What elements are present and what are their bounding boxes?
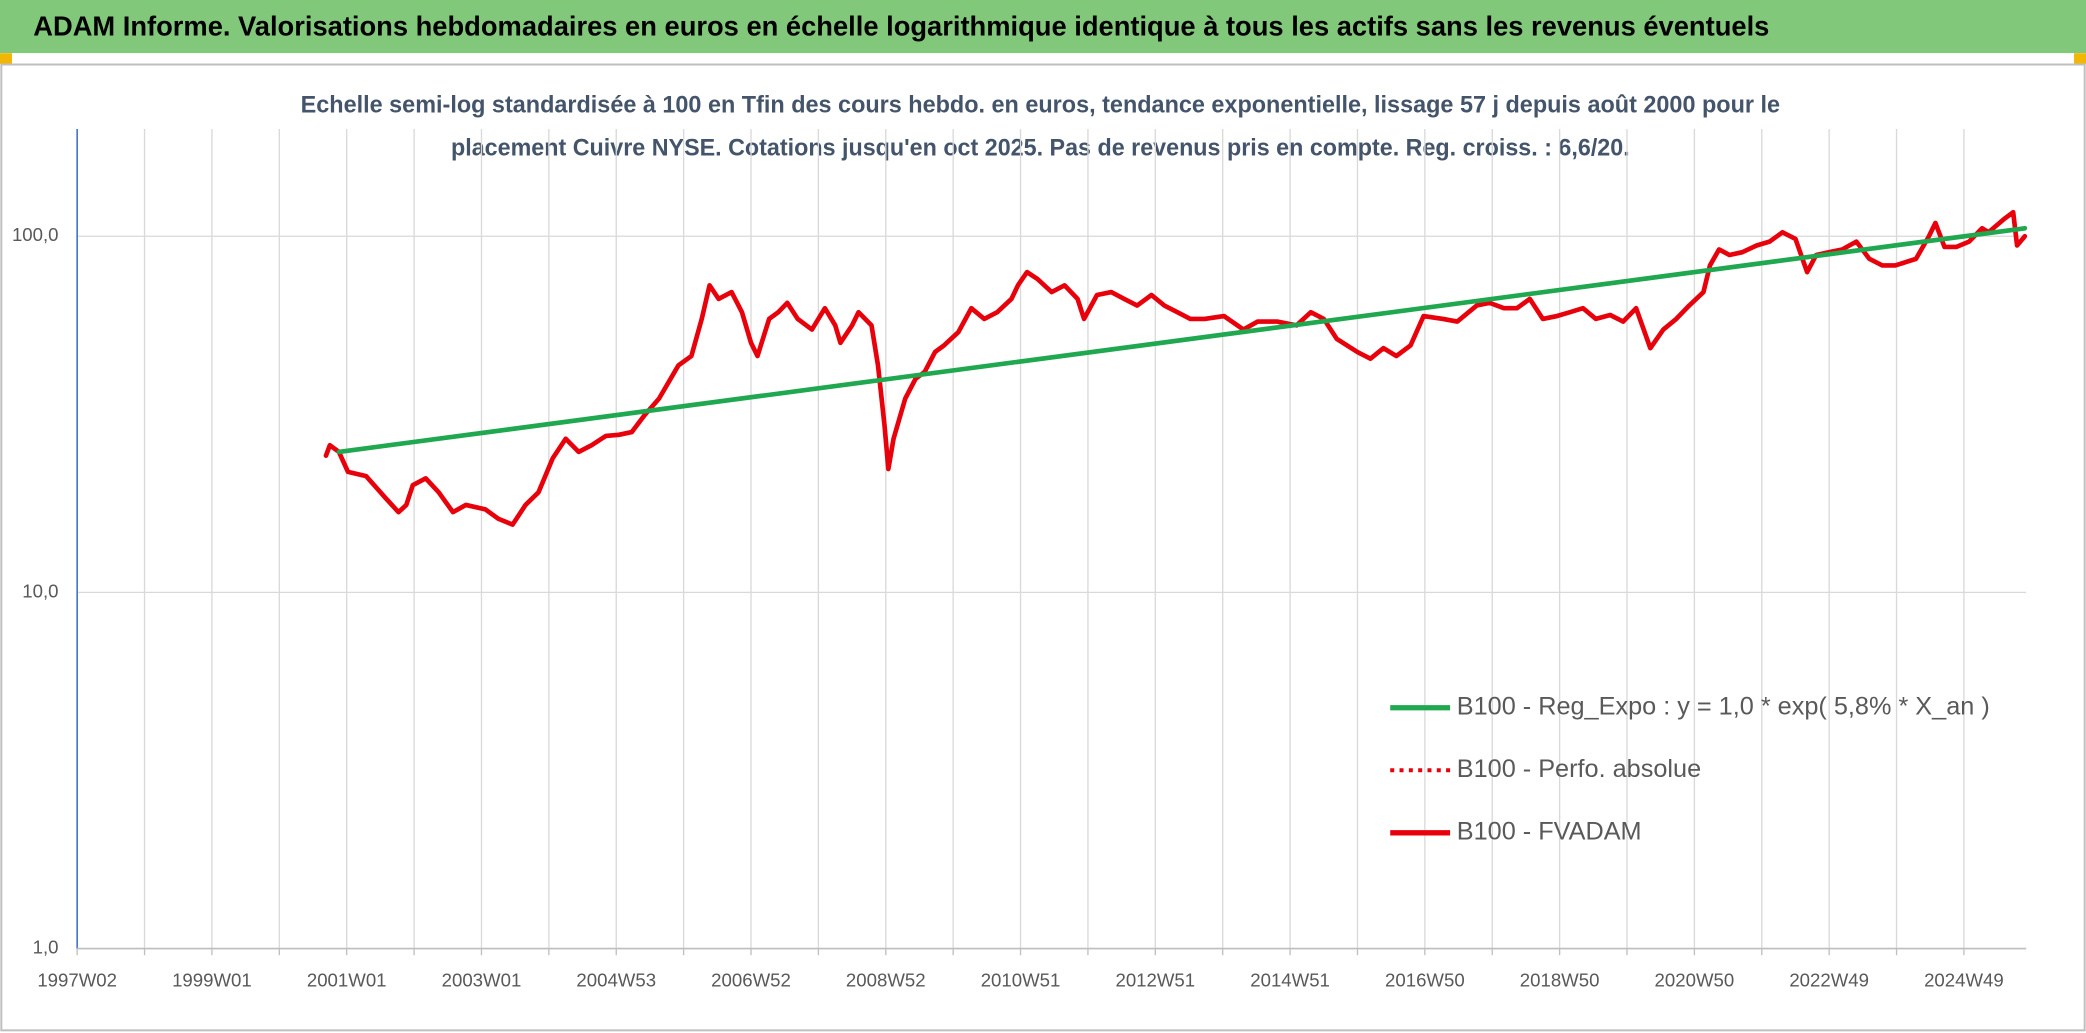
x-tick-label: 2004W53: [576, 970, 656, 991]
legend-label: B100 - Reg_Expo : y = 1,0 * exp( 5,8% * …: [1457, 692, 1990, 720]
x-tick-label: 2014W51: [1250, 970, 1330, 991]
legend-label: B100 - FVADAM: [1457, 817, 1642, 845]
x-tick-label: 2003W01: [442, 970, 522, 991]
x-tick-label: 2012W51: [1115, 970, 1195, 991]
x-tick-label: 2016W50: [1385, 970, 1465, 991]
y-tick-label: 1,0: [33, 936, 59, 957]
x-tick-label: 2018W50: [1520, 970, 1600, 991]
title-bar: [0, 0, 2086, 54]
chart-subtitle: Echelle semi-log standardisée à 100 en T…: [301, 92, 1780, 119]
series-line: [323, 209, 2028, 527]
x-tick-label: 2024W49: [1924, 970, 2004, 991]
x-tick-label: 2020W50: [1655, 970, 1735, 991]
series-line: [336, 225, 2028, 455]
chart-subtitle: placement Cuivre NYSE. Cotations jusqu'e…: [451, 134, 1630, 161]
title-gap: [0, 53, 2086, 64]
x-tick-label: 2006W52: [711, 970, 791, 991]
y-tick-label: 10,0: [22, 580, 58, 601]
corner-mark: [0, 53, 12, 64]
x-tick-label: 1997W02: [37, 970, 117, 991]
chart-title: ADAM Informe. Valorisations hebdomadaire…: [33, 10, 1769, 41]
legend-label: B100 - Perfo. absolue: [1457, 755, 1701, 783]
x-tick-label: 1999W01: [172, 970, 252, 991]
corner-mark: [2074, 53, 2086, 64]
chart-panel: [0, 63, 2086, 1032]
x-tick-label: 2008W52: [846, 970, 926, 991]
x-tick-label: 2010W51: [981, 970, 1061, 991]
x-tick-label: 2022W49: [1789, 970, 1869, 991]
y-tick-label: 100,0: [12, 224, 59, 245]
x-tick-label: 2001W01: [307, 970, 387, 991]
